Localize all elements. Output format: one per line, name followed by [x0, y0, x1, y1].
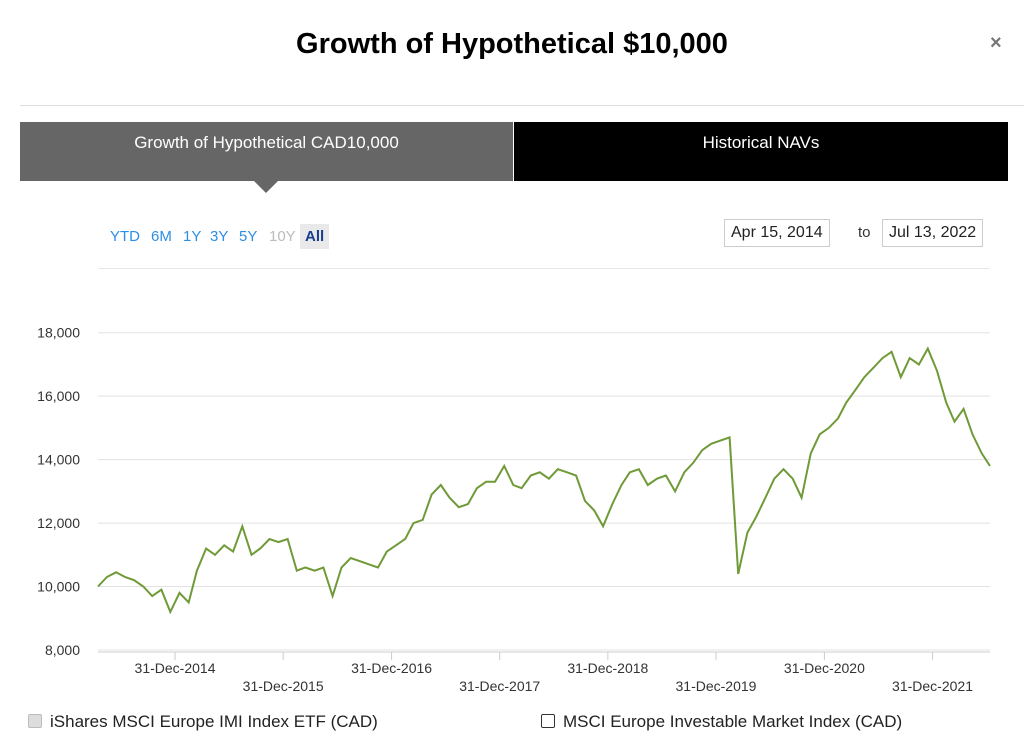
- range-button[interactable]: 6M: [151, 228, 172, 245]
- divider: [98, 268, 990, 269]
- legend-item[interactable]: MSCI Europe Investable Market Index (CAD…: [541, 712, 902, 732]
- tab[interactable]: Growth of Hypothetical CAD10,000: [20, 122, 513, 181]
- close-button[interactable]: ×: [990, 32, 1002, 54]
- y-tick-label: 18,000: [37, 325, 80, 341]
- range-button: 10Y: [269, 228, 296, 245]
- modal-title: Growth of Hypothetical $10,000: [296, 28, 728, 60]
- y-tick-label: 12,000: [37, 515, 80, 531]
- x-tick-label: 31-Dec-2020: [784, 660, 865, 676]
- x-tick-label: 31-Dec-2016: [351, 660, 432, 676]
- x-tick-label: 31-Dec-2015: [243, 678, 324, 694]
- legend-item[interactable]: iShares MSCI Europe IMI Index ETF (CAD): [28, 712, 378, 732]
- y-tick-label: 14,000: [37, 452, 80, 468]
- checkbox[interactable]: [28, 714, 42, 728]
- x-tick-label: 31-Dec-2018: [567, 660, 648, 676]
- x-tick-label: 31-Dec-2019: [676, 678, 757, 694]
- range-button[interactable]: 1Y: [183, 228, 202, 245]
- y-tick-label: 16,000: [37, 388, 80, 404]
- y-tick-label: 8,000: [45, 642, 80, 658]
- x-tick-label: 31-Dec-2014: [135, 660, 216, 676]
- data-line: [97, 346, 991, 615]
- x-tick-label: 31-Dec-2017: [459, 678, 540, 694]
- date-separator: to: [858, 224, 871, 241]
- date-from[interactable]: Apr 15, 2014: [724, 219, 830, 247]
- range-button[interactable]: YTD: [110, 228, 140, 245]
- x-tick-label: 31-Dec-2021: [892, 678, 973, 694]
- date-to[interactable]: Jul 13, 2022: [882, 219, 984, 247]
- y-tick-label: 10,000: [37, 579, 80, 595]
- range-button[interactable]: All: [300, 224, 330, 249]
- checkbox[interactable]: [541, 714, 555, 728]
- legend-label: iShares MSCI Europe IMI Index ETF (CAD): [50, 712, 378, 731]
- range-button[interactable]: 5Y: [239, 228, 258, 245]
- tab[interactable]: Historical NAVs: [514, 122, 1008, 181]
- range-button[interactable]: 3Y: [210, 228, 229, 245]
- legend-label: MSCI Europe Investable Market Index (CAD…: [563, 712, 903, 731]
- tab-indicator: [254, 181, 278, 193]
- divider: [20, 105, 1024, 106]
